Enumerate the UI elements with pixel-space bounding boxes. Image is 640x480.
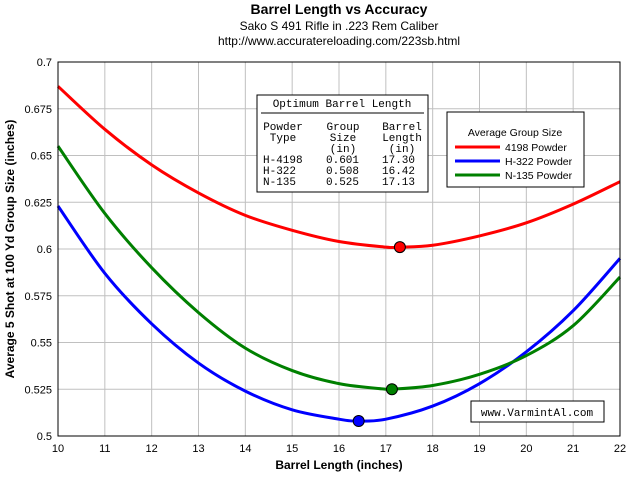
x-tick-label: 14: [239, 443, 251, 455]
table-header-barrel-3: (in): [389, 144, 415, 156]
x-tick-label: 19: [473, 443, 485, 455]
series-layer: [56, 85, 622, 428]
y-tick-label: 0.55: [31, 338, 52, 350]
table-cell-length: 16.42: [382, 166, 415, 178]
x-tick-label: 15: [286, 443, 298, 455]
table-header-powder-2: Type: [270, 133, 296, 145]
legend: Average Group Size 4198 Powder H-322 Pow…: [446, 111, 585, 188]
legend-title: Average Group Size: [468, 127, 563, 139]
x-tick-label: 18: [427, 443, 439, 455]
table-header-group-2: Size: [330, 133, 356, 145]
table-cell-length: 17.30: [382, 155, 415, 167]
x-tick-label: 21: [567, 443, 579, 455]
x-tick-label: 10: [52, 443, 64, 455]
watermark: www.VarmintAl.com: [470, 400, 605, 423]
y-tick-label: 0.5: [37, 431, 52, 443]
table-header-group-3: (in): [330, 144, 356, 156]
legend-label-n135: N-135 Powder: [505, 170, 573, 182]
plot-frame: [57, 61, 621, 437]
y-tick-label: 0.65: [31, 151, 52, 163]
y-tick-label: 0.6: [37, 244, 52, 256]
x-tick-label: 17: [380, 443, 392, 455]
chart-title: Barrel Length vs Accuracy: [251, 1, 428, 17]
table-header-group-1: Group: [326, 122, 359, 134]
series-line-4198: [56, 85, 621, 250]
y-tick-label: 0.525: [24, 384, 52, 396]
x-tick-label: 13: [192, 443, 204, 455]
x-axis-label: Barrel Length (inches): [275, 458, 402, 472]
series-line-h322: [56, 205, 622, 423]
x-tick-label: 20: [520, 443, 532, 455]
table-header-powder-1: Powder: [263, 122, 303, 134]
optimum-point-4198: [393, 241, 406, 254]
chart-subtitle: Sako S 491 Rifle in .223 Rem Caliber: [240, 19, 439, 33]
y-axis-label: Average 5 Shot at 100 Yd Group Size (inc…: [3, 120, 17, 379]
series-line-n135: [56, 145, 622, 392]
y-tick-label: 0.675: [24, 104, 52, 116]
optimum-table-title: Optimum Barrel Length: [273, 99, 412, 111]
table-cell-powder: N-135: [263, 177, 296, 189]
watermark-frame: [470, 400, 605, 423]
optimum-point-n135: [385, 383, 398, 396]
table-cell-size: 0.508: [326, 166, 359, 178]
table-cell-size: 0.601: [326, 155, 359, 167]
tick-labels: 10 11 12 13 14 15 16 17 18 19 20 21 22 0.5 0.525 0.55 0.…: [24, 57, 626, 455]
x-tick-label: 16: [333, 443, 345, 455]
y-tick-label: 0.7: [37, 57, 52, 69]
table-cell-powder: H-4198: [263, 155, 303, 167]
table-cell-length: 17.13: [382, 177, 415, 189]
legend-label-4198: 4198 Powder: [505, 142, 567, 154]
y-tick-label: 0.625: [24, 197, 52, 209]
table-header-barrel-2: Length: [382, 133, 422, 145]
table-header-barrel-1: Barrel: [382, 122, 422, 134]
y-tick-label: 0.575: [24, 291, 52, 303]
x-tick-label: 11: [99, 443, 110, 455]
watermark-text: www.VarmintAl.com: [481, 408, 594, 420]
optimum-table: Optimum Barrel Length Powder Type Group …: [256, 94, 429, 193]
x-tick-label: 12: [146, 443, 158, 455]
optimum-table-frame: [256, 94, 429, 193]
table-cell-size: 0.525: [326, 177, 359, 189]
chart-url: http://www.accuratereloading.com/223sb.h…: [218, 34, 460, 48]
legend-label-h322: H-322 Powder: [505, 156, 573, 168]
optimum-point-h322: [352, 415, 365, 428]
x-tick-label: 22: [614, 443, 626, 455]
table-cell-powder: H-322: [263, 166, 296, 178]
